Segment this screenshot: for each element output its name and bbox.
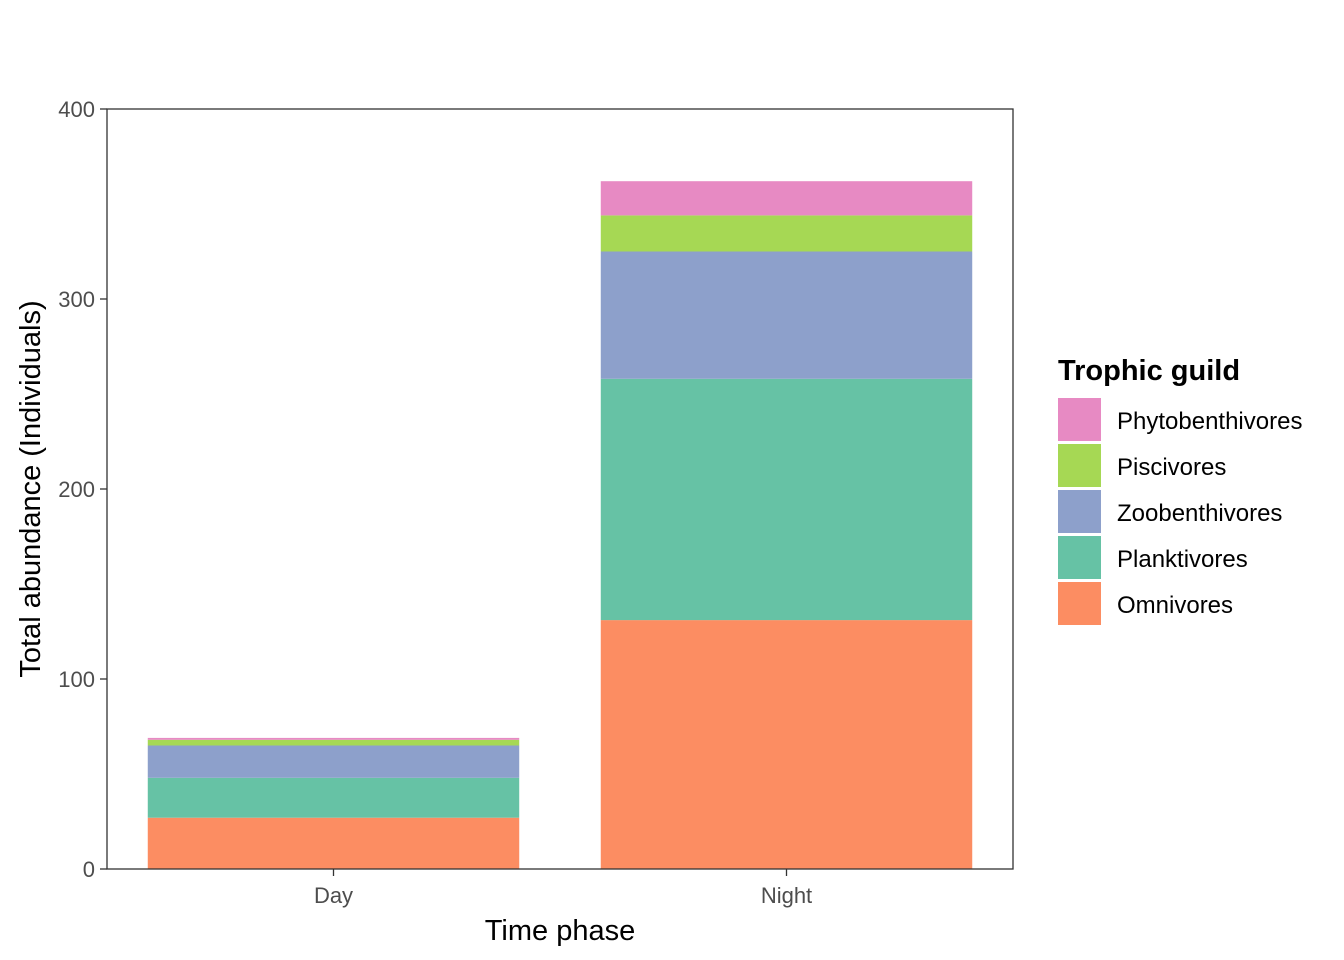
y-tick-label: 400 (58, 97, 95, 122)
x-axis-title: Time phase (485, 915, 635, 947)
y-tick-label: 200 (58, 477, 95, 502)
bar-segment-day-planktivores (147, 777, 520, 818)
y-axis: 0 100 200 300 400 (58, 97, 107, 882)
bar-segment-day-omnivores (147, 817, 520, 869)
legend-key-zoobenthivores (1058, 490, 1101, 533)
legend-label-zoobenthivores: Zoobenthivores (1117, 500, 1282, 527)
y-tick-label: 100 (58, 667, 95, 692)
y-axis-title: Total abundance (Individuals) (15, 300, 47, 677)
bar-segment-night-omnivores (600, 620, 973, 869)
legend-key-piscivores (1058, 444, 1101, 487)
bar-segment-night-piscivores (600, 215, 973, 252)
legend-key-omnivores (1058, 582, 1101, 625)
legend-label-piscivores: Piscivores (1117, 454, 1226, 481)
bars-layer (147, 181, 973, 869)
bar-segment-night-zoobenthivores (600, 251, 973, 379)
legend-items: Phytobenthivores Piscivores Zoobenthivores… (1058, 398, 1302, 625)
x-tick-label: Night (761, 883, 812, 908)
bar-segment-night-phytobenthivores (600, 181, 973, 216)
legend-label-omnivores: Omnivores (1117, 592, 1233, 619)
bar-segment-day-zoobenthivores (147, 745, 520, 778)
bar-segment-day-piscivores (147, 739, 520, 746)
y-tick-label: 0 (83, 857, 95, 882)
legend: Trophic guild Phytobenthivores Piscivores… (1058, 355, 1302, 625)
legend-key-planktivores (1058, 536, 1101, 579)
x-axis: Day Night (314, 869, 812, 908)
legend-label-phytobenthivores: Phytobenthivores (1117, 408, 1302, 435)
legend-label-planktivores: Planktivores (1117, 546, 1248, 573)
legend-title: Trophic guild (1058, 355, 1240, 387)
bar-segment-night-planktivores (600, 378, 973, 621)
bar-segment-day-phytobenthivores (147, 737, 520, 740)
y-tick-label: 300 (58, 287, 95, 312)
legend-key-phytobenthivores (1058, 398, 1101, 441)
x-tick-label: Day (314, 883, 353, 908)
